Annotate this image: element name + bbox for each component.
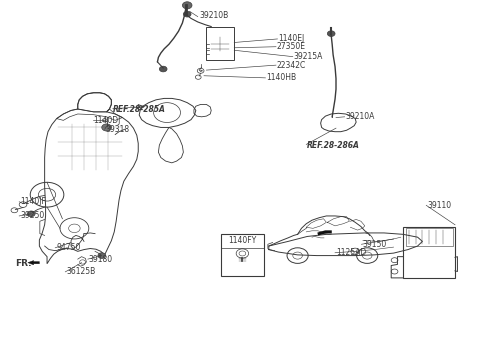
Text: 1140HB: 1140HB <box>266 73 297 82</box>
Text: 1140FY: 1140FY <box>228 236 256 245</box>
Text: REF.28-285A: REF.28-285A <box>113 105 166 114</box>
Text: 39180: 39180 <box>89 255 113 264</box>
Text: 1140DJ: 1140DJ <box>94 116 121 125</box>
Text: 39215A: 39215A <box>294 52 323 61</box>
Circle shape <box>327 31 335 36</box>
Text: 1140EJ: 1140EJ <box>278 34 305 44</box>
Text: 39318: 39318 <box>106 125 130 134</box>
Text: 39150: 39150 <box>362 240 387 249</box>
Circle shape <box>27 211 35 217</box>
Text: 1125AD: 1125AD <box>336 248 366 257</box>
Text: 39110: 39110 <box>427 201 451 210</box>
Circle shape <box>159 66 167 72</box>
Text: 1140JF: 1140JF <box>20 197 46 206</box>
Text: REF.28-286A: REF.28-286A <box>307 141 360 150</box>
Text: 36125B: 36125B <box>66 267 96 276</box>
Circle shape <box>182 2 192 9</box>
Bar <box>206 27 234 60</box>
Circle shape <box>98 253 106 258</box>
Text: 39210A: 39210A <box>346 112 375 121</box>
Text: 39250: 39250 <box>20 211 45 221</box>
Bar <box>403 227 455 278</box>
Text: 22342C: 22342C <box>277 61 306 70</box>
Text: 94750: 94750 <box>56 243 81 252</box>
Text: FR.: FR. <box>15 259 32 268</box>
Text: 39210B: 39210B <box>199 11 228 21</box>
Polygon shape <box>28 261 39 265</box>
Circle shape <box>102 124 111 131</box>
Circle shape <box>183 11 191 17</box>
Bar <box>406 228 453 246</box>
Text: 27350E: 27350E <box>277 42 306 51</box>
Bar <box>221 234 264 276</box>
